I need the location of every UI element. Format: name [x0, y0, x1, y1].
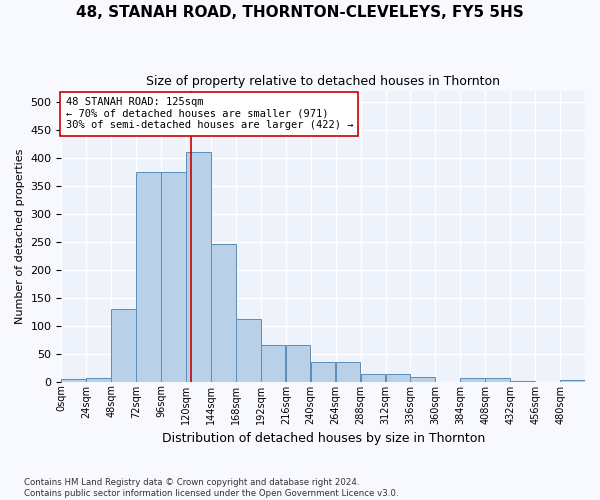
Bar	[236, 319, 260, 382]
Y-axis label: Number of detached properties: Number of detached properties	[15, 148, 25, 324]
Bar	[136, 172, 161, 382]
Bar	[286, 346, 310, 382]
Bar	[485, 378, 510, 382]
Bar	[186, 152, 211, 382]
Bar	[560, 380, 584, 382]
Bar	[361, 374, 385, 382]
Text: 48, STANAH ROAD, THORNTON-CLEVELEYS, FY5 5HS: 48, STANAH ROAD, THORNTON-CLEVELEYS, FY5…	[76, 5, 524, 20]
Bar	[111, 309, 136, 382]
Bar	[161, 172, 186, 382]
X-axis label: Distribution of detached houses by size in Thornton: Distribution of detached houses by size …	[161, 432, 485, 445]
Bar	[335, 362, 360, 382]
Bar	[510, 381, 535, 382]
Bar	[61, 380, 86, 382]
Bar	[311, 362, 335, 382]
Text: Contains HM Land Registry data © Crown copyright and database right 2024.
Contai: Contains HM Land Registry data © Crown c…	[24, 478, 398, 498]
Text: 48 STANAH ROAD: 125sqm
← 70% of detached houses are smaller (971)
30% of semi-de: 48 STANAH ROAD: 125sqm ← 70% of detached…	[65, 98, 353, 130]
Bar	[460, 378, 485, 382]
Bar	[261, 346, 286, 382]
Bar	[386, 374, 410, 382]
Bar	[86, 378, 111, 382]
Title: Size of property relative to detached houses in Thornton: Size of property relative to detached ho…	[146, 75, 500, 88]
Bar	[410, 377, 435, 382]
Bar	[211, 244, 236, 382]
